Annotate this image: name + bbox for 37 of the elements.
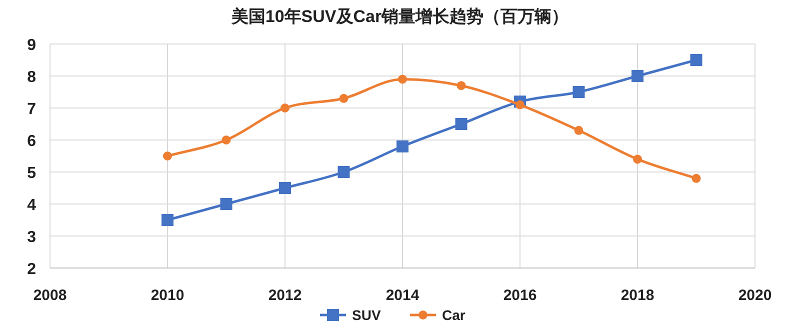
point (633, 154, 642, 164)
point (279, 182, 291, 194)
point (572, 86, 585, 98)
point (220, 198, 232, 210)
x-tick-label: 2014 (386, 287, 420, 304)
x-tick-label: 2008 (33, 287, 67, 304)
y-tick-label: 6 (27, 133, 36, 150)
point (692, 174, 701, 183)
y-tick-label: 5 (27, 165, 36, 182)
chart-title: 美国10年SUV及Car销量增长趋势（百万辆） (230, 7, 569, 26)
x-tick-label: 2020 (738, 287, 772, 304)
y-tick-label: 3 (27, 229, 36, 246)
y-tick-label: 7 (27, 101, 36, 118)
point (398, 74, 407, 84)
point (396, 140, 408, 152)
point (162, 214, 174, 226)
x-tick-label: 2010 (150, 287, 184, 304)
x-tick-label: 2012 (268, 287, 302, 304)
point (280, 104, 290, 112)
point (632, 70, 644, 82)
legend-label: Car (442, 307, 466, 323)
point (163, 152, 172, 160)
point (516, 100, 524, 110)
point (222, 136, 231, 144)
x-tick-label: 2016 (503, 287, 537, 304)
x-tick-label: 2018 (620, 287, 654, 304)
y-tick-label: 2 (27, 261, 36, 278)
y-tick-label: 9 (27, 37, 36, 54)
y-tick-label: 8 (27, 69, 36, 86)
point (574, 126, 584, 135)
point (455, 118, 468, 130)
y-tick-label: 4 (27, 197, 36, 214)
legend-label: SUV (352, 307, 382, 323)
point (338, 166, 350, 178)
point (456, 81, 466, 90)
point (339, 94, 348, 103)
point (690, 54, 702, 66)
